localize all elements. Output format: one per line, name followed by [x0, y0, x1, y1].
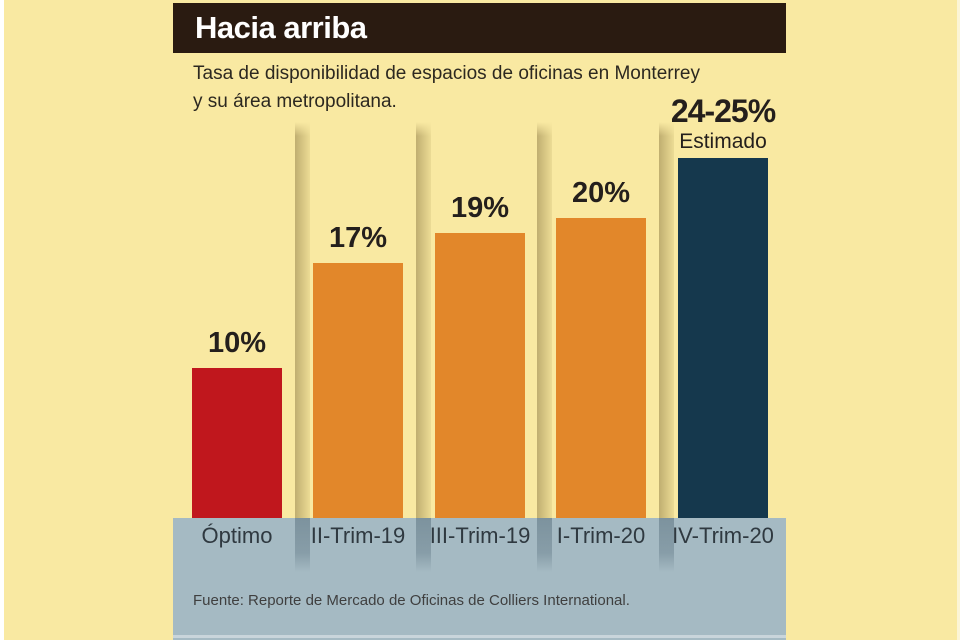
column-separator: [416, 122, 431, 518]
axis-band-separator: [295, 518, 310, 572]
bar-i-trim-20: [556, 218, 646, 518]
x-axis-label: Óptimo: [201, 523, 273, 548]
source-note: Fuente: Reporte de Mercado de Oficinas d…: [193, 592, 630, 609]
value-label: 24-25%: [670, 93, 776, 129]
subtitle-line-1: Tasa de disponibilidad de espacios de of…: [193, 63, 700, 84]
subtitle-line-2: y su área metropolitana.: [193, 91, 397, 112]
page-title: Hacia arriba: [195, 10, 367, 45]
bar--ptimo: [192, 368, 282, 518]
x-axis-label: III-Trim-19: [429, 523, 531, 548]
bar-iii-trim-19: [435, 233, 525, 518]
x-axis-band: [173, 518, 786, 640]
value-label: 17%: [328, 222, 388, 254]
header-bar: Hacia arriba: [173, 3, 786, 53]
value-label: 19%: [450, 192, 510, 224]
chart-subtitle: Tasa de disponibilidad de espacios de of…: [193, 60, 793, 116]
x-axis-label: II-Trim-19: [310, 523, 406, 548]
band-bottom-edge: [173, 635, 786, 638]
column-separator: [295, 122, 310, 518]
page-right-edge: [957, 0, 960, 640]
axis-band-separator: [416, 518, 431, 572]
x-axis-label: I-Trim-20: [556, 523, 646, 548]
page-left-edge: [0, 0, 4, 640]
column-separator: [537, 122, 552, 518]
x-axis-label: IV-Trim-20: [672, 523, 774, 548]
axis-band-separator: [659, 518, 674, 572]
axis-band-separator: [537, 518, 552, 572]
bar-iv-trim-20: [678, 158, 768, 518]
bar-ii-trim-19: [313, 263, 403, 518]
value-label: 10%: [207, 327, 267, 359]
column-separator: [659, 122, 674, 518]
estimate-annotation: Estimado: [679, 130, 767, 153]
value-label: 20%: [571, 177, 631, 209]
